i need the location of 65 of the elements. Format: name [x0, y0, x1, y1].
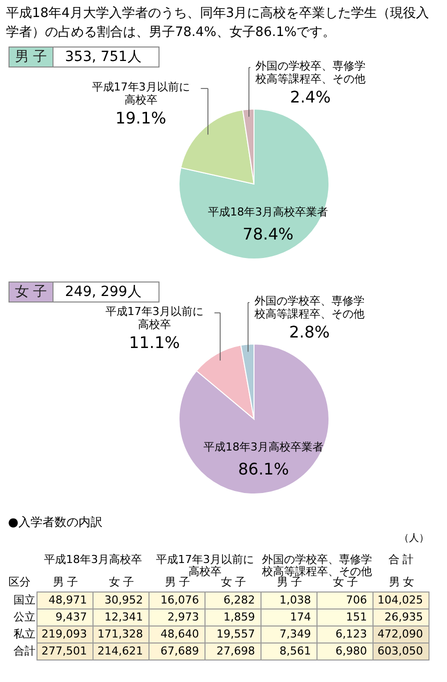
- x-tick-label: 男 女: [388, 576, 414, 588]
- data-label: 27,698: [216, 644, 255, 658]
- x-tick-label: 女 子: [332, 576, 358, 588]
- data-label: 11.1%: [129, 332, 180, 352]
- chart-subtitle: 353, 751人: [65, 49, 142, 65]
- y-axis-title: 区分: [8, 576, 30, 588]
- data-label: 104,025: [378, 594, 423, 606]
- data-label: 9,437: [56, 610, 87, 624]
- slice-label: 平成18年3月高校卒業者: [208, 206, 328, 218]
- y-tick-label: 公立: [14, 610, 36, 624]
- slice-label: 平成17年3月以前に高校卒: [105, 304, 204, 331]
- text: （人）: [399, 533, 429, 544]
- data-label: 277,501: [42, 644, 87, 658]
- data-label: 7,349: [280, 628, 311, 640]
- chart-title: 女 子: [14, 284, 48, 300]
- data-label: 19,557: [216, 628, 255, 640]
- data-label: 48,640: [160, 628, 199, 640]
- data-label: 219,093: [42, 628, 87, 640]
- data-label: 2.8%: [289, 322, 330, 342]
- data-label: 12,341: [104, 610, 143, 624]
- slice-label: 外国の学校卒、専修学校高等課程卒、その他: [254, 59, 366, 86]
- text: 外国の学校卒、専修学校高等課程卒、その他: [261, 553, 372, 578]
- data-label: 86.1%: [238, 460, 289, 478]
- x-tick-label: 男 子: [52, 576, 78, 588]
- data-label: 1,859: [224, 610, 255, 624]
- data-label: 16,076: [160, 594, 199, 606]
- data-label: 26,935: [384, 610, 423, 624]
- data-label: 6,282: [224, 594, 255, 606]
- data-label: 472,090: [378, 628, 423, 640]
- slice-label: 外国の学校卒、専修学校高等課程卒、その他: [253, 294, 364, 321]
- x-tick-label: 男 子: [276, 576, 302, 588]
- data-label: 174: [290, 610, 311, 624]
- slice-label: 平成17年3月以前に高校卒: [92, 80, 190, 106]
- data-label: 67,689: [160, 644, 199, 658]
- x-tick-label: 女 子: [108, 576, 134, 588]
- data-label: 706: [346, 594, 367, 606]
- data-label: 78.4%: [242, 224, 294, 244]
- data-label: 603,050: [378, 644, 423, 658]
- data-label: 8,561: [280, 644, 311, 658]
- data-label: 2,973: [168, 610, 199, 624]
- text: 平成18年4月大学入学者のうち、同年3月に高校を卒業した学生（現役入学者）の占める割合は、男子78.4%、女子86.1%です。: [6, 5, 430, 42]
- data-label: 48,971: [48, 594, 87, 606]
- data-label: 1,038: [280, 594, 311, 606]
- text: 平成18年3月高校卒: [44, 553, 142, 566]
- pie-slice: [178, 344, 330, 494]
- data-label: 214,621: [98, 644, 143, 658]
- data-label: 171,328: [98, 628, 143, 640]
- data-label: 19.1%: [115, 108, 166, 128]
- data-label: 6,123: [336, 628, 367, 640]
- data-label: 2.4%: [290, 87, 331, 106]
- chart-title: ●入学者数の内訳: [8, 515, 102, 529]
- data-label: 30,952: [104, 594, 143, 606]
- data-label: 6,980: [336, 644, 367, 658]
- text: 平成17年3月以前に高校卒: [156, 553, 254, 578]
- y-tick-label: 国立: [14, 594, 36, 606]
- pie-slice: [178, 108, 330, 260]
- text: 合 計: [388, 553, 414, 566]
- chart-title: 男 子: [14, 49, 48, 65]
- x-tick-label: 男 子: [164, 576, 190, 588]
- y-tick-label: 合計: [14, 644, 36, 658]
- y-tick-label: 私立: [14, 628, 36, 640]
- x-tick-label: 女 子: [220, 576, 246, 588]
- data-label: 151: [346, 610, 367, 624]
- slice-label: 平成18年3月高校卒業者: [204, 440, 324, 454]
- chart-subtitle: 249, 299人: [65, 284, 142, 300]
